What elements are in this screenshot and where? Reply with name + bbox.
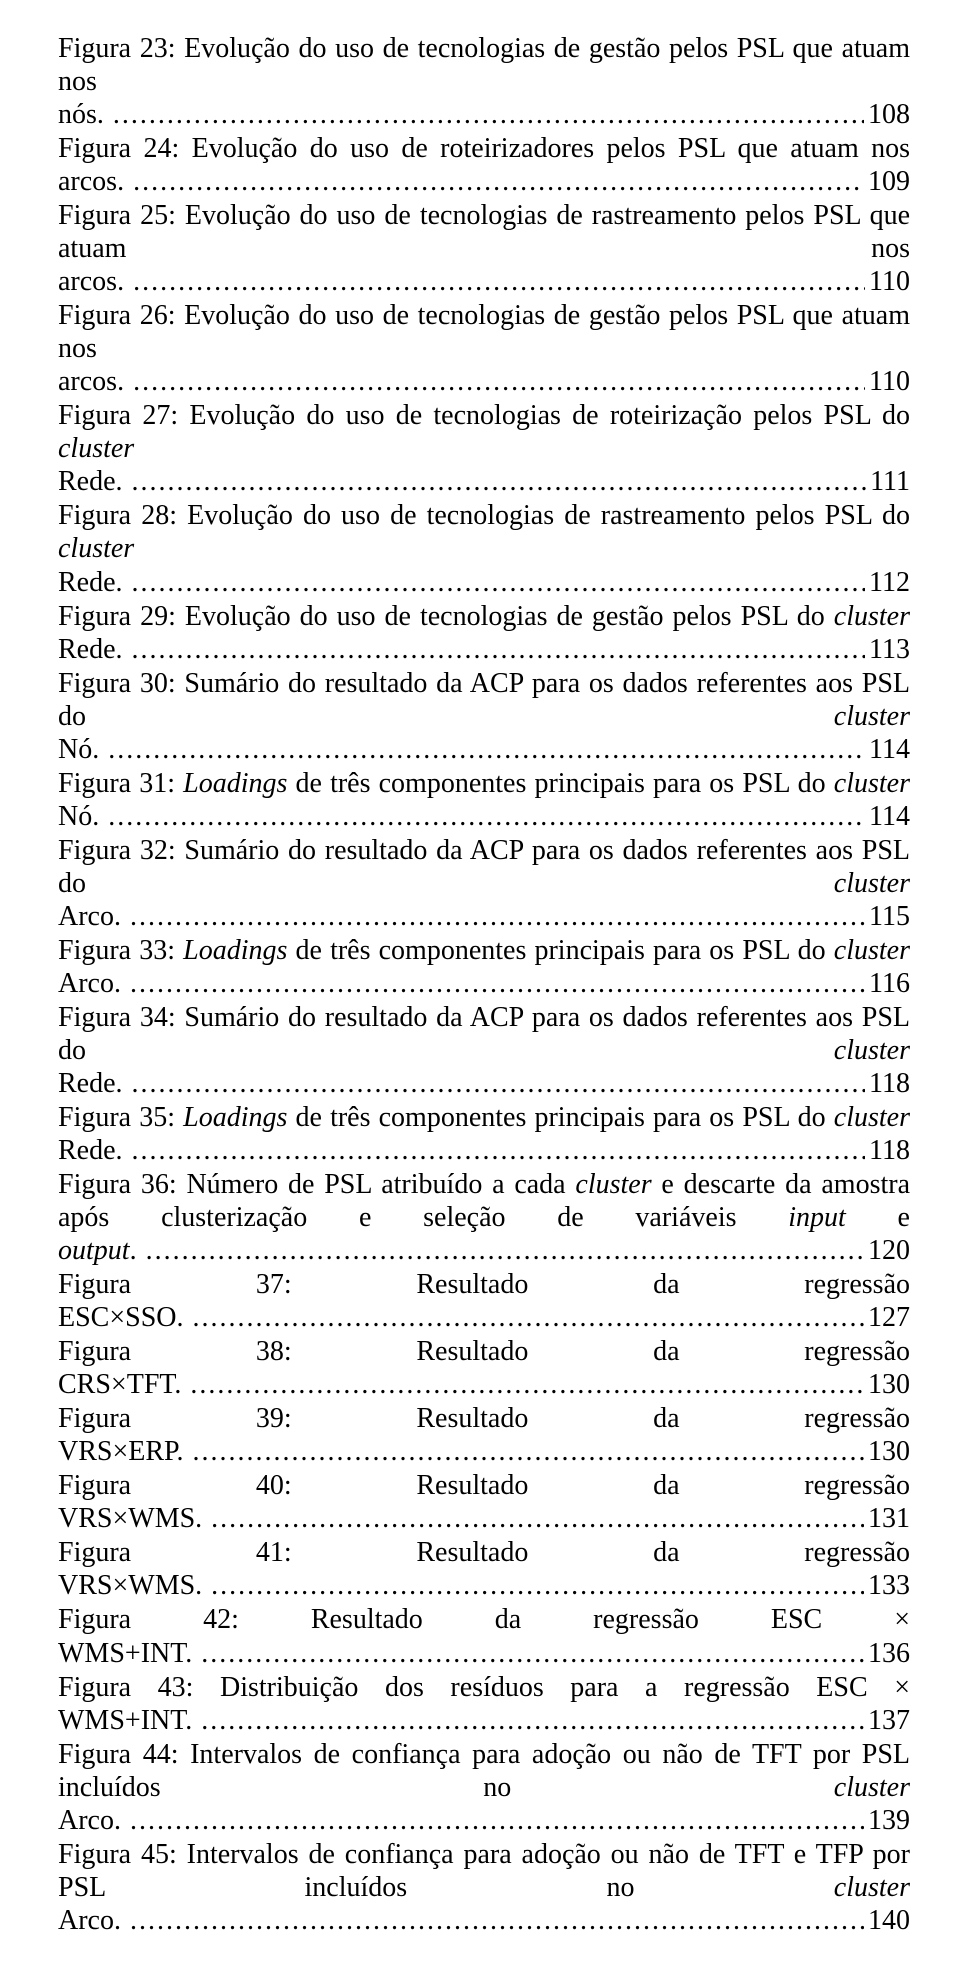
toc-leader-dots [124,366,910,397]
toc-leader-dots [123,466,910,497]
toc-entry-page: 109 [864,165,910,198]
toc-entry: Figura 37: Resultado da regressão ESC×SS… [58,1268,910,1334]
toc-entry: Figura 23: Evolução do uso de tecnologia… [58,32,910,131]
toc-entry-page: 111 [866,465,910,498]
toc-leader-dots [123,634,910,665]
toc-entry: Figura 29: Evolução do uso de tecnologia… [58,600,910,666]
toc-leader-dots [123,567,910,598]
toc-entry: Figura 45: Intervalos de confiança para … [58,1838,910,1937]
toc-entry-page: 116 [865,967,910,1000]
toc-entry-page: 118 [865,1134,910,1167]
toc-entry: Figura 24: Evolução do uso de roteirizad… [58,132,910,198]
toc-entry: Figura 34: Sumário do resultado da ACP p… [58,1001,910,1100]
toc-entry: Figura 33: Loadings de três componentes … [58,934,910,1000]
toc-entry-page: 131 [864,1502,910,1535]
toc-leader-dots [99,734,910,765]
toc-entry-page: 137 [864,1704,910,1737]
toc-entry-page: 133 [864,1569,910,1602]
toc-entry: Figura 36: Número de PSL atribuído a cad… [58,1168,910,1267]
toc-entry: Figura 43: Distribuição dos resíduos par… [58,1671,910,1737]
toc-entry-page: 118 [865,1067,910,1100]
toc-leader-dots [121,1905,910,1936]
toc-entry: Figura 39: Resultado da regressão VRS×ER… [58,1402,910,1468]
toc-leader-dots [192,1705,910,1736]
toc-entry-page: 114 [865,733,910,766]
toc-entry-page: 115 [865,900,910,933]
toc-entry-page: 108 [864,98,910,131]
toc-leader-dots [123,1068,910,1099]
toc-entry: Figura 38: Resultado da regressão CRS×TF… [58,1335,910,1401]
toc-entry: Figura 40: Resultado da regressão VRS×WM… [58,1469,910,1535]
toc-entry: Figura 27: Evolução do uso de tecnologia… [58,399,910,498]
toc-leader-dots [181,1369,910,1400]
toc-leader-dots [202,1503,910,1534]
toc-leader-dots [124,166,910,197]
toc-entry-page: 112 [865,566,910,599]
toc-entry-page: 127 [864,1301,910,1334]
toc-entry: Figura 32: Sumário do resultado da ACP p… [58,834,910,933]
toc-entry-page: 114 [865,800,910,833]
toc-entry-page: 130 [864,1368,910,1401]
toc-entry: Figura 25: Evolução do uso de tecnologia… [58,199,910,298]
toc-leader-dots [137,1235,910,1266]
toc-entry: Figura 31: Loadings de três componentes … [58,767,910,833]
toc-entry-page: 136 [864,1637,910,1670]
toc-leader-dots [184,1302,910,1333]
list-of-figures-page: Figura 23: Evolução do uso de tecnologia… [0,0,960,1978]
toc-leader-dots [123,1135,910,1166]
toc-leader-dots [104,99,910,130]
toc-entry-page: 139 [864,1804,910,1837]
toc-leader-dots [124,266,910,297]
toc-entry-page: 110 [865,365,910,398]
toc-leader-dots [192,1638,910,1669]
toc-entry: Figura 28: Evolução do uso de tecnologia… [58,499,910,598]
toc-entry-page: 140 [864,1904,910,1937]
toc-leader-dots [121,1805,910,1836]
toc-entry-page: 130 [864,1435,910,1468]
toc-entry: Figura 26: Evolução do uso de tecnologia… [58,299,910,398]
toc-entry: Figura 41: Resultado da regressão VRS×WM… [58,1536,910,1602]
toc-leader-dots [184,1436,910,1467]
toc-entry-page: 120 [864,1234,910,1267]
toc-leader-dots [99,801,910,832]
toc-entry-page: 110 [865,265,910,298]
toc-entry: Figura 44: Intervalos de confiança para … [58,1738,910,1837]
toc-leader-dots [121,901,910,932]
toc-entry-page: 113 [865,633,910,666]
toc-entry: Figura 30: Sumário do resultado da ACP p… [58,667,910,766]
toc-leader-dots [202,1570,910,1601]
toc-entry: Figura 35: Loadings de três componentes … [58,1101,910,1167]
toc-leader-dots [121,968,910,999]
toc-entry: Figura 42: Resultado da regressão ESC × … [58,1603,910,1669]
